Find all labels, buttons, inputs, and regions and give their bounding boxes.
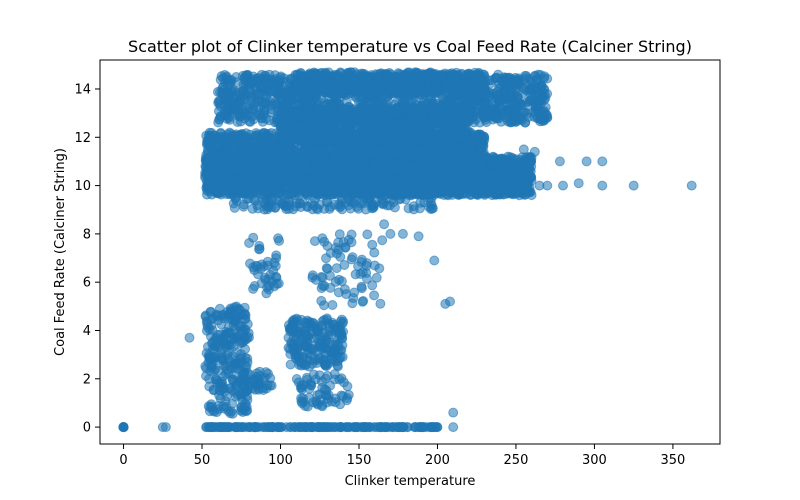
data-point [311, 179, 322, 190]
data-point [427, 163, 438, 173]
data-point [456, 179, 466, 190]
data-point [477, 132, 488, 143]
data-point [341, 174, 352, 185]
data-point [462, 160, 473, 170]
data-point [411, 161, 422, 172]
data-point [443, 186, 454, 197]
data-point [281, 159, 292, 170]
data-point [226, 163, 237, 174]
data-point [386, 178, 397, 189]
data-point [299, 145, 310, 156]
data-point [472, 189, 483, 200]
data-point [467, 144, 478, 155]
data-point [214, 114, 225, 125]
data-point [314, 145, 325, 156]
data-point [300, 164, 310, 175]
data-point [329, 154, 340, 165]
data-point [494, 188, 505, 199]
data-point [488, 151, 498, 162]
data-point [258, 128, 269, 139]
data-point [235, 153, 246, 164]
data-point [349, 164, 360, 175]
data-point [483, 177, 494, 188]
data-point [222, 179, 233, 190]
data-point [521, 182, 532, 193]
data-point [392, 146, 403, 157]
data-point [215, 187, 226, 198]
data-point [332, 181, 343, 192]
chart-title: Scatter plot of Clinker temperature vs C… [128, 37, 692, 56]
data-point [518, 166, 529, 177]
data-point [242, 177, 253, 188]
data-point [480, 188, 491, 199]
data-point [411, 182, 422, 193]
data-point [231, 129, 242, 140]
data-point [421, 151, 432, 162]
data-point [204, 139, 215, 150]
data-point [503, 161, 514, 172]
data-point [379, 160, 390, 171]
data-point [366, 180, 376, 191]
data-point [521, 157, 532, 168]
data-point [218, 147, 229, 158]
data-point [303, 175, 313, 186]
data-point [201, 149, 212, 160]
data-point [232, 178, 243, 189]
data-point [241, 128, 252, 139]
data-point [258, 160, 269, 171]
data-point [360, 159, 371, 170]
data-point [408, 150, 419, 161]
data-point [273, 150, 284, 161]
data-point [453, 189, 464, 200]
data-point [370, 159, 381, 170]
data-point [270, 179, 281, 190]
points-layer [118, 67, 697, 433]
data-point [204, 127, 215, 138]
data-point [292, 177, 303, 188]
data-point [476, 164, 487, 175]
data-point [468, 179, 479, 190]
data-point [202, 189, 212, 200]
data-point [244, 145, 255, 156]
data-point [355, 149, 366, 160]
data-point [218, 135, 229, 146]
data-point [526, 172, 537, 183]
data-point [495, 171, 506, 182]
data-point [394, 158, 405, 169]
